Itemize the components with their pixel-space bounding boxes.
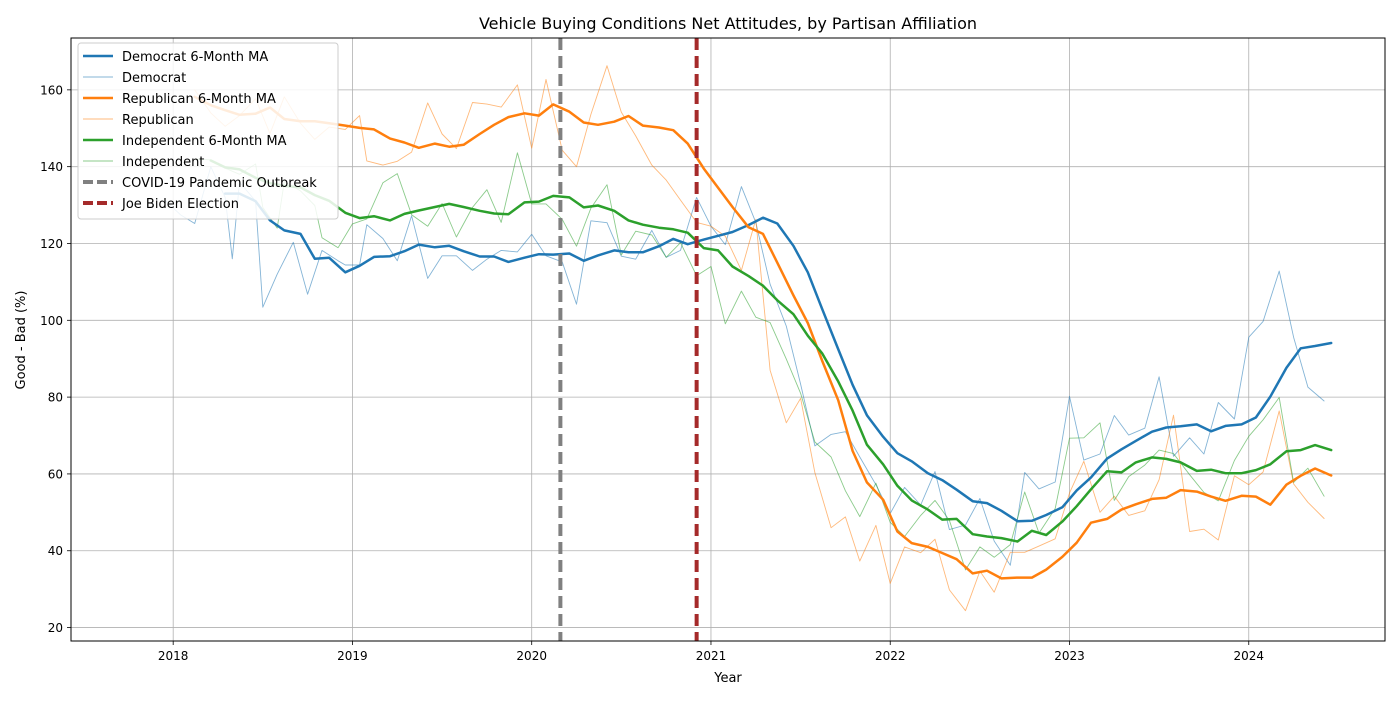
x-tick-label: 2018 — [158, 649, 189, 663]
legend-label: Republican — [122, 113, 194, 128]
legend-label: COVID-19 Pandemic Outbreak — [122, 176, 317, 191]
series-line-republican — [194, 65, 1325, 612]
x-tick-label: 2024 — [1233, 649, 1264, 663]
x-axis-label: Year — [713, 671, 742, 686]
reference-lines — [558, 38, 699, 641]
y-tick-label: 60 — [48, 467, 63, 481]
series-line-democrat-6-month-ma — [223, 192, 1333, 523]
legend-label: Democrat — [122, 71, 186, 86]
y-tick-label: 160 — [40, 83, 63, 97]
legend-label: Independent 6-Month MA — [122, 134, 287, 149]
x-tick-label: 2023 — [1054, 649, 1085, 663]
legend-box — [77, 42, 339, 220]
series-line-republican-6-month-ma — [193, 95, 1333, 580]
y-tick-label: 20 — [48, 621, 63, 635]
x-tick-label: 2022 — [875, 649, 906, 663]
series-line-independent — [194, 152, 1325, 571]
x-tick-label: 2021 — [696, 649, 727, 663]
grid-lines — [71, 38, 1385, 641]
y-axis-label: Good - Bad (%) — [14, 291, 29, 390]
x-tick-label: 2019 — [337, 649, 368, 663]
series-lines — [165, 65, 1333, 612]
y-tick-label: 80 — [48, 391, 63, 405]
y-tick-label: 120 — [40, 237, 63, 251]
axes: 2018 2019 2020 2021 2022 2023 2024 20 40 60 80 100 1… — [40, 83, 1264, 663]
legend-label: Republican 6-Month MA — [122, 92, 276, 107]
y-tick-label: 140 — [40, 160, 63, 174]
plot-frame — [70, 37, 1386, 642]
series-line-independent-6-month-ma — [209, 159, 1333, 543]
y-tick-label: 100 — [40, 314, 63, 328]
legend-label: Joe Biden Election — [121, 197, 239, 212]
y-tick-label: 40 — [48, 544, 63, 558]
legend-label: Independent — [122, 155, 204, 170]
legend-label: Democrat 6-Month MA — [122, 50, 268, 65]
x-tick-label: 2020 — [516, 649, 547, 663]
chart-legend: Democrat 6-Month MA Democrat Republican 6-… — [77, 42, 339, 220]
series-line-democrat — [165, 166, 1325, 566]
chart-title: Vehicle Buying Conditions Net Attitudes,… — [479, 14, 977, 33]
